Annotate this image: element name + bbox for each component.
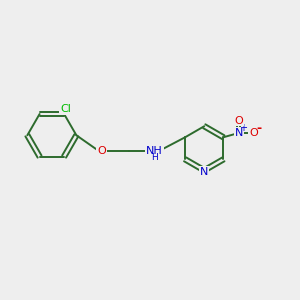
Text: +: + (239, 123, 247, 134)
Text: N: N (234, 128, 243, 138)
Text: O: O (97, 146, 106, 156)
Text: O: O (234, 116, 243, 126)
Text: H: H (151, 153, 158, 162)
Text: O: O (249, 128, 258, 138)
Text: NH: NH (146, 146, 163, 156)
Text: -: - (256, 122, 262, 135)
Text: N: N (200, 167, 208, 177)
Text: Cl: Cl (60, 103, 71, 114)
